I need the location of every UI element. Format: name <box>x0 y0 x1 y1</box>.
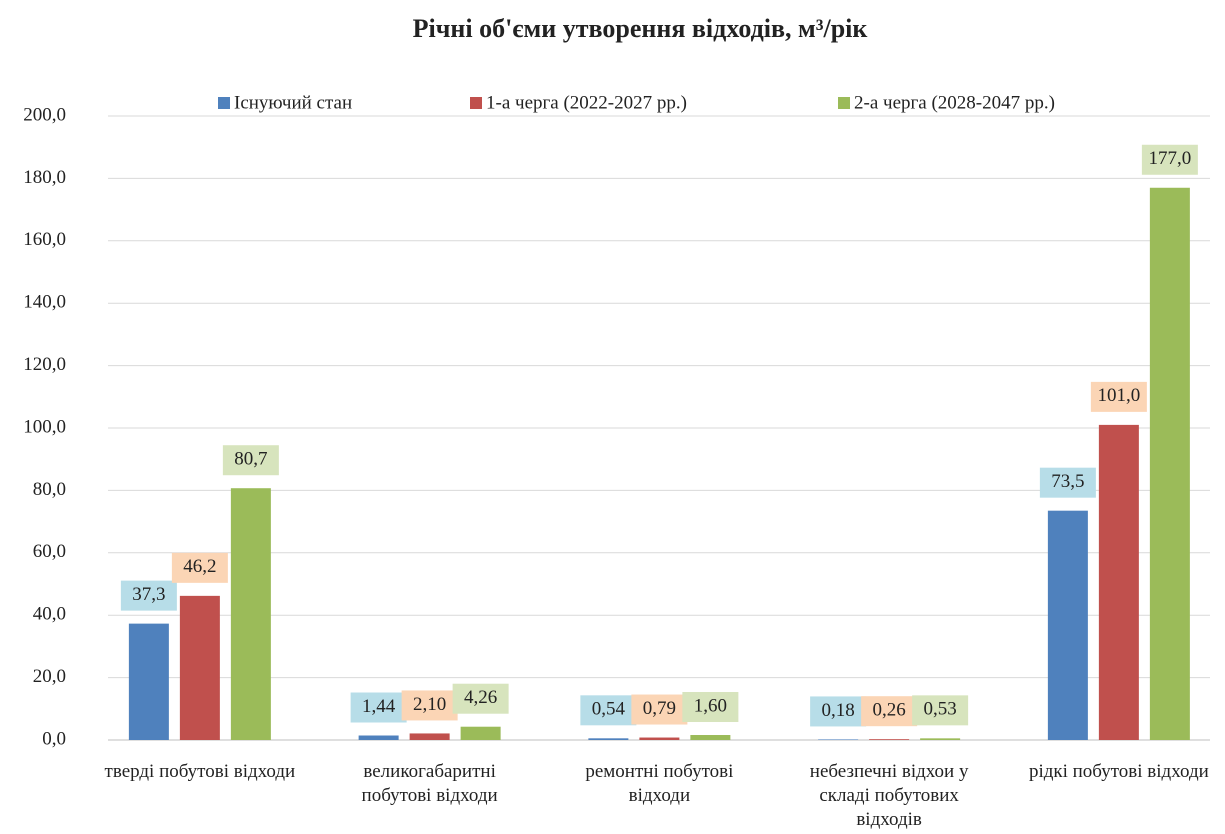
value-label: 37,3 <box>132 584 165 605</box>
y-tick-label: 40,0 <box>33 604 66 625</box>
bar <box>690 735 731 740</box>
value-label-bg <box>580 695 637 726</box>
y-tick-label: 160,0 <box>23 229 66 250</box>
bar <box>1047 510 1088 740</box>
value-label: 0,79 <box>643 698 676 719</box>
y-tick-label: 60,0 <box>33 541 66 562</box>
value-label-bg <box>120 580 177 611</box>
value-label-bg <box>222 445 279 476</box>
value-label-bg <box>1039 467 1096 498</box>
bar <box>920 738 961 740</box>
y-tick-label: 100,0 <box>23 416 66 437</box>
value-label: 1,60 <box>694 695 727 716</box>
value-label-bg <box>401 690 458 721</box>
x-tick-label: тверді побутові відходи <box>104 761 296 782</box>
value-label: 177,0 <box>1149 148 1192 169</box>
value-label-bg <box>912 695 969 726</box>
legend-label: 2-а черга (2028-2047 рр.) <box>854 92 1055 113</box>
legend-swatch <box>470 97 482 109</box>
chart-title: Річні об'єми утворення відходів, м³/рік <box>413 14 868 43</box>
value-label-bg <box>631 694 688 725</box>
y-tick-label: 20,0 <box>33 666 66 687</box>
bar <box>358 735 399 740</box>
bar <box>230 488 271 740</box>
value-label-bg <box>861 696 918 727</box>
value-label: 1,44 <box>362 696 396 717</box>
bar <box>1149 187 1190 740</box>
y-tick-label: 80,0 <box>33 479 66 500</box>
value-label: 0,18 <box>822 700 855 721</box>
bar <box>460 726 501 740</box>
x-tick-label: великогабаритні побутові відходи <box>361 761 498 806</box>
bar <box>639 737 680 740</box>
x-tick-label: ремонтні побутові відходи <box>585 761 734 806</box>
bar <box>588 738 629 740</box>
y-tick-label: 180,0 <box>23 167 66 188</box>
y-tick-label: 0,0 <box>42 728 66 749</box>
value-label: 0,54 <box>592 699 626 720</box>
legend-label: Існуючий стан <box>234 92 352 113</box>
y-tick-label: 120,0 <box>23 354 66 375</box>
y-tick-label: 140,0 <box>23 292 66 313</box>
bar <box>128 623 169 740</box>
bar <box>818 739 859 740</box>
bar <box>409 733 450 740</box>
legend-swatch <box>218 97 230 109</box>
value-label: 0,26 <box>873 700 906 721</box>
value-label-bg <box>810 696 867 727</box>
value-label: 80,7 <box>234 449 267 470</box>
value-label-bg <box>1090 381 1147 412</box>
value-label: 101,0 <box>1098 385 1141 406</box>
value-label: 46,2 <box>183 556 216 577</box>
value-label: 0,53 <box>924 699 957 720</box>
x-tick-label: небезпечні відхои у складі побутових від… <box>809 761 969 830</box>
legend-swatch <box>838 97 850 109</box>
value-label-bg <box>682 692 739 723</box>
bar <box>869 739 910 740</box>
x-tick-label: рідкі побутові відходи <box>1028 761 1209 782</box>
value-label: 73,5 <box>1051 471 1084 492</box>
value-label-bg <box>1141 144 1198 175</box>
bar <box>1098 424 1139 740</box>
value-label-bg <box>350 692 407 723</box>
value-label-bg <box>171 552 228 583</box>
value-label: 2,10 <box>413 694 446 715</box>
value-label: 4,26 <box>464 687 497 708</box>
legend-label: 1-а черга (2022-2027 рр.) <box>486 92 687 113</box>
y-tick-label: 200,0 <box>23 104 66 125</box>
bar <box>179 595 220 740</box>
value-label-bg <box>452 683 509 714</box>
